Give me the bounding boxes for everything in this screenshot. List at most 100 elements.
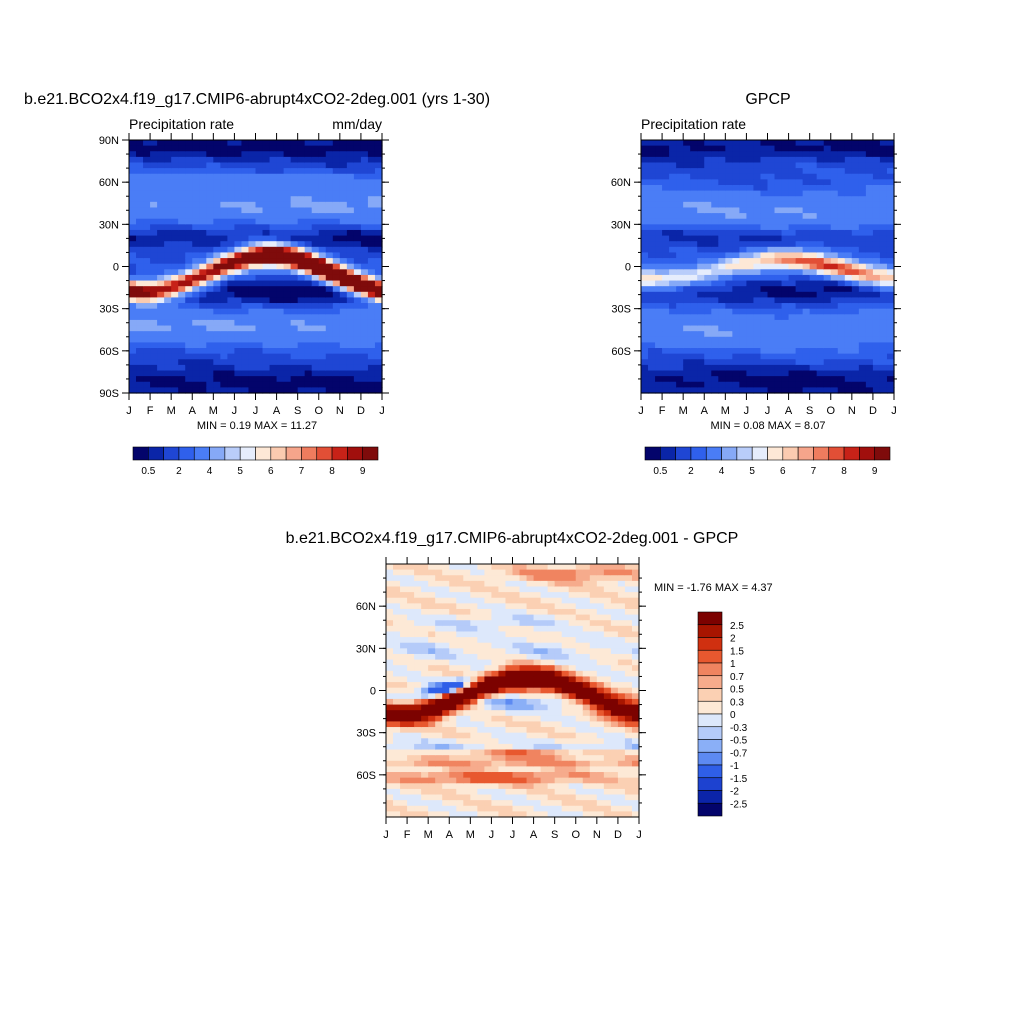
heatmap-cell bbox=[648, 303, 656, 310]
y-tick-label: 0 bbox=[113, 262, 119, 274]
heatmap-cell bbox=[540, 743, 549, 751]
heatmap-cell bbox=[136, 303, 144, 310]
heatmap-cell bbox=[185, 218, 193, 225]
heatmap-cell bbox=[304, 364, 313, 372]
heatmap-cell bbox=[157, 381, 165, 388]
heatmap-cell bbox=[393, 564, 401, 571]
heatmap-cell bbox=[851, 291, 860, 299]
heatmap-cell bbox=[400, 788, 408, 796]
heatmap-cell bbox=[760, 303, 769, 310]
heatmap-cell bbox=[512, 648, 521, 655]
heatmap-cell bbox=[872, 331, 881, 338]
heatmap-cell bbox=[725, 303, 733, 310]
heatmap-cell bbox=[589, 670, 598, 678]
heatmap-cell bbox=[290, 162, 299, 169]
heatmap-cell bbox=[241, 179, 250, 186]
heatmap-cell bbox=[753, 376, 762, 383]
heatmap-cell bbox=[477, 755, 485, 762]
heatmap-cell bbox=[241, 246, 250, 254]
heatmap-cell bbox=[582, 586, 591, 593]
heatmap-cell bbox=[477, 766, 485, 773]
heatmap-cell bbox=[498, 811, 507, 818]
heatmap-cell bbox=[547, 766, 556, 773]
heatmap-cell bbox=[725, 359, 733, 366]
colorbar-box bbox=[813, 446, 830, 461]
heatmap-cell bbox=[318, 145, 327, 152]
heatmap-cell bbox=[575, 794, 584, 801]
heatmap-cell bbox=[802, 269, 811, 276]
heatmap-cell bbox=[386, 710, 394, 717]
heatmap-cell bbox=[725, 336, 733, 343]
heatmap-cell bbox=[512, 670, 521, 678]
heatmap-cell bbox=[589, 727, 598, 734]
heatmap-cell bbox=[725, 364, 733, 372]
heatmap-cell bbox=[456, 766, 464, 773]
heatmap-cell bbox=[582, 760, 591, 767]
heatmap-cell bbox=[178, 224, 186, 231]
heatmap-cell bbox=[484, 772, 493, 779]
heatmap-cell bbox=[655, 190, 663, 197]
heatmap-cell bbox=[360, 190, 369, 197]
heatmap-cell bbox=[484, 743, 493, 751]
heatmap-cell bbox=[290, 303, 299, 310]
heatmap-cell bbox=[704, 325, 712, 332]
heatmap-cell bbox=[823, 331, 832, 338]
heatmap-cell bbox=[150, 336, 158, 343]
heatmap-cell bbox=[718, 381, 726, 388]
heatmap-cell bbox=[143, 387, 151, 394]
heatmap-cell bbox=[463, 580, 471, 588]
heatmap-cell bbox=[816, 359, 825, 366]
heatmap-cell bbox=[655, 319, 663, 327]
heatmap-cell bbox=[484, 569, 493, 576]
heatmap-cell bbox=[872, 269, 881, 276]
heatmap-cell bbox=[491, 766, 500, 773]
heatmap-cell bbox=[332, 207, 341, 214]
heatmap-cell bbox=[879, 173, 888, 180]
heatmap-cell bbox=[795, 342, 804, 349]
heatmap-cell bbox=[325, 353, 334, 360]
heatmap-cell bbox=[463, 704, 471, 711]
heatmap-cell bbox=[697, 370, 705, 377]
heatmap-cell bbox=[227, 325, 236, 332]
heatmap-cell bbox=[157, 241, 165, 248]
heatmap-cell bbox=[519, 586, 528, 593]
heatmap-cell bbox=[304, 156, 313, 164]
heatmap-cell bbox=[596, 710, 605, 717]
heatmap-cell bbox=[704, 246, 712, 254]
heatmap-cell bbox=[781, 218, 790, 225]
heatmap-cell bbox=[540, 659, 549, 666]
heatmap-cell bbox=[540, 682, 549, 689]
heatmap-cell bbox=[575, 800, 584, 807]
heatmap-cell bbox=[837, 269, 846, 276]
heatmap-cell bbox=[760, 162, 769, 169]
heatmap-cell bbox=[171, 140, 179, 147]
heatmap-cell bbox=[470, 800, 478, 807]
heatmap-cell bbox=[844, 162, 853, 169]
heatmap-cell bbox=[704, 353, 712, 360]
heatmap-cell bbox=[711, 258, 719, 265]
heatmap-cell bbox=[449, 715, 457, 723]
heatmap-cell bbox=[886, 246, 895, 254]
heatmap-cell bbox=[255, 353, 264, 360]
heatmap-cell bbox=[304, 269, 313, 276]
heatmap-cell bbox=[353, 291, 362, 299]
heatmap-cell bbox=[227, 207, 236, 214]
heatmap-cell bbox=[760, 145, 769, 152]
heatmap-cell bbox=[241, 342, 250, 349]
heatmap-cell bbox=[767, 308, 776, 315]
heatmap-cell bbox=[568, 710, 577, 717]
heatmap-cell bbox=[746, 348, 755, 355]
heatmap-cell bbox=[760, 179, 769, 186]
heatmap-cell bbox=[526, 760, 535, 767]
heatmap-cell bbox=[858, 286, 867, 293]
heatmap-cell bbox=[505, 783, 514, 790]
heatmap-cell bbox=[879, 280, 888, 287]
heatmap-cell bbox=[318, 235, 327, 242]
heatmap-cell bbox=[220, 381, 228, 388]
heatmap-cell bbox=[435, 710, 443, 717]
heatmap-cell bbox=[725, 235, 733, 242]
heatmap-cell bbox=[374, 359, 383, 366]
heatmap-cell bbox=[220, 162, 228, 169]
heatmap-cell bbox=[641, 179, 649, 186]
heatmap-cell bbox=[332, 376, 341, 383]
